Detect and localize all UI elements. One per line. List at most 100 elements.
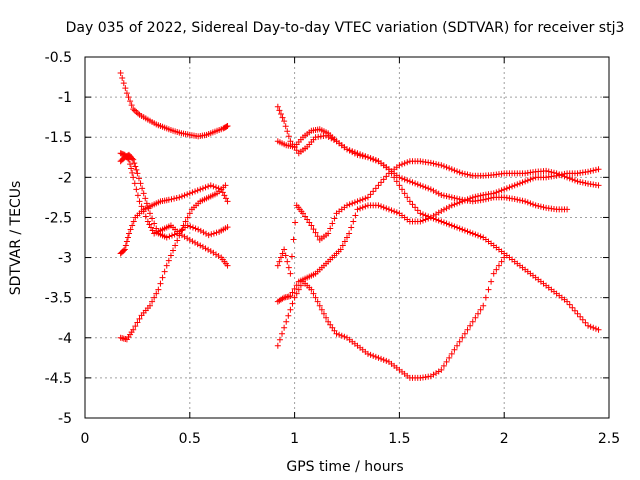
x-tick-label: 2.5 <box>598 431 620 447</box>
data-point-marker <box>456 199 463 206</box>
data-point-marker <box>283 318 290 325</box>
data-point-marker <box>306 219 313 226</box>
data-point-marker <box>530 201 537 208</box>
data-point-marker <box>277 110 284 117</box>
data-point-marker <box>155 286 162 293</box>
data-point-marker <box>383 173 390 180</box>
data-point-marker <box>174 237 181 244</box>
data-point-marker <box>277 254 284 261</box>
data-point-marker <box>199 185 206 192</box>
data-point-marker <box>501 186 508 193</box>
data-point-marker <box>285 264 292 271</box>
data-point-marker <box>161 268 168 275</box>
data-point-marker <box>493 266 500 273</box>
data-point-marker <box>171 231 178 238</box>
data-point-marker <box>139 185 146 192</box>
data-point-marker <box>346 230 353 237</box>
data-point-marker <box>146 302 153 309</box>
data-point-marker <box>130 218 137 225</box>
data-point-marker <box>148 224 155 231</box>
data-point-marker <box>274 262 281 269</box>
data-point-marker <box>208 231 215 238</box>
data-point-marker <box>351 149 358 156</box>
data-point-marker <box>131 160 138 167</box>
data-point-marker <box>166 233 173 240</box>
data-point-marker <box>440 362 447 369</box>
data-point-marker <box>350 218 357 225</box>
data-point-marker <box>493 189 500 196</box>
data-point-marker <box>346 201 353 208</box>
data-point-marker <box>571 177 578 184</box>
data-point-marker <box>472 314 479 321</box>
data-point-marker <box>446 221 453 228</box>
data-point-marker <box>448 222 455 229</box>
data-point-marker <box>574 178 581 185</box>
data-point-marker <box>448 202 455 209</box>
data-point-marker <box>202 184 209 191</box>
series-track-5 <box>117 182 229 343</box>
data-point-marker <box>527 200 534 207</box>
data-point-marker <box>153 225 160 232</box>
y-tick-label: -3 <box>58 251 72 267</box>
data-point-marker <box>569 304 576 311</box>
series-track-6 <box>274 103 571 213</box>
series-track-1 <box>117 70 231 140</box>
data-point-marker <box>323 314 330 321</box>
data-point-marker <box>131 107 138 114</box>
data-point-marker <box>130 174 137 181</box>
data-point-marker <box>422 216 429 223</box>
data-point-marker <box>330 136 337 143</box>
data-point-marker <box>469 230 476 237</box>
data-point-marker <box>401 190 408 197</box>
data-point-marker <box>310 290 317 297</box>
data-point-marker <box>574 310 581 317</box>
data-point-marker <box>451 346 458 353</box>
data-point-marker <box>281 324 288 331</box>
data-point-marker <box>383 357 390 364</box>
data-point-marker <box>202 245 209 252</box>
data-point-marker <box>503 185 510 192</box>
data-point-marker <box>173 194 180 201</box>
data-point-marker <box>464 326 471 333</box>
data-point-marker <box>446 203 453 210</box>
data-point-marker <box>207 182 214 189</box>
data-point-marker <box>446 193 453 200</box>
data-point-marker <box>380 204 387 211</box>
data-point-marker <box>406 178 413 185</box>
y-tick-label: -1.5 <box>45 130 72 146</box>
data-point-marker <box>327 321 334 328</box>
data-point-marker <box>287 306 294 313</box>
data-point-marker <box>558 172 565 179</box>
data-point-marker <box>127 226 134 233</box>
data-point-marker <box>184 214 191 221</box>
data-point-marker <box>399 161 406 168</box>
data-point-marker <box>327 225 334 232</box>
data-point-marker <box>548 169 555 176</box>
data-point-marker <box>276 107 283 114</box>
data-point-marker <box>443 220 450 227</box>
data-point-marker <box>378 203 385 210</box>
series-track-8 <box>274 166 602 305</box>
data-point-marker <box>199 243 206 250</box>
data-point-marker <box>119 75 126 82</box>
data-point-marker <box>123 90 130 97</box>
data-point-marker <box>130 326 137 333</box>
data-point-marker <box>186 236 193 243</box>
data-point-marker <box>213 229 220 236</box>
data-point-marker <box>459 334 466 341</box>
data-point-marker <box>200 229 207 236</box>
data-point-marker <box>433 189 440 196</box>
data-point-marker <box>433 216 440 223</box>
data-point-marker <box>180 222 187 229</box>
data-point-marker <box>336 331 343 338</box>
data-point-marker <box>475 310 481 317</box>
data-point-marker <box>186 190 193 197</box>
data-point-marker <box>378 179 385 186</box>
data-point-marker <box>461 170 468 177</box>
data-point-marker <box>165 257 172 264</box>
data-point-marker <box>129 155 136 162</box>
data-point-marker <box>194 187 201 194</box>
data-point-marker <box>290 236 297 243</box>
data-point-marker <box>399 186 406 193</box>
